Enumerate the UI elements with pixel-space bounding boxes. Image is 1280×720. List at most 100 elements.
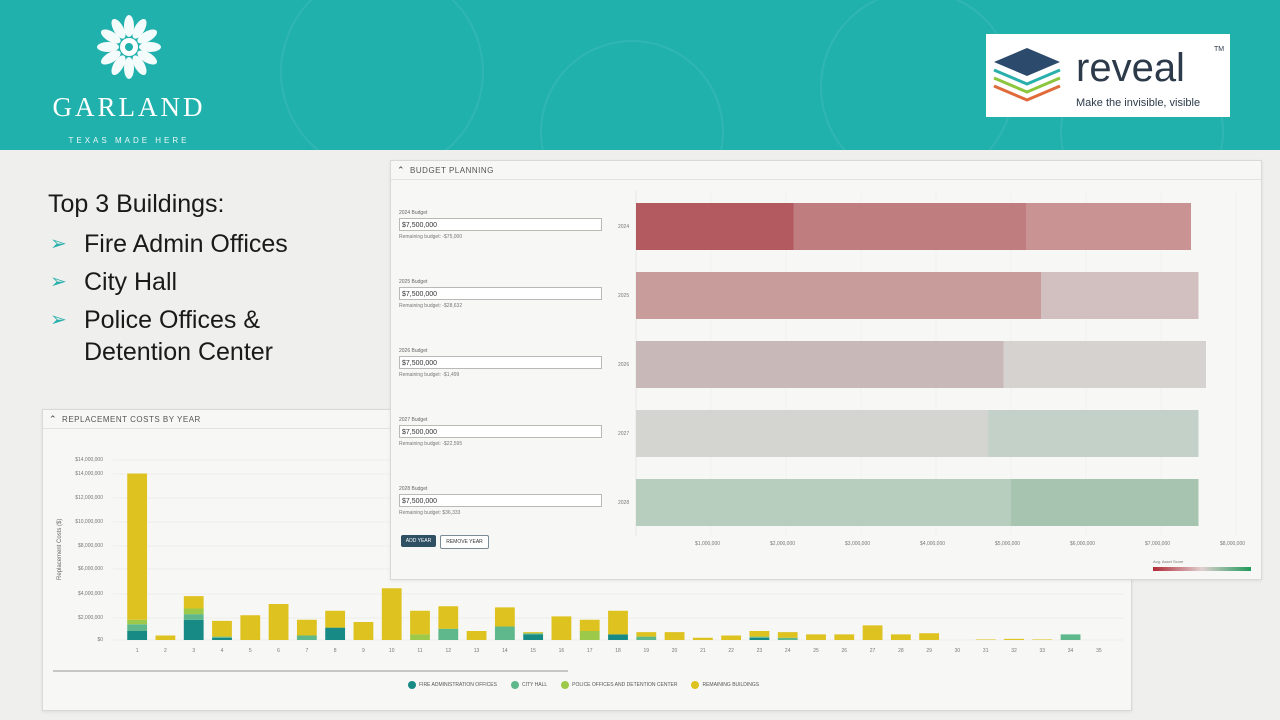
budget-input[interactable]: $7,500,000 <box>399 425 602 438</box>
legend-item[interactable]: CITY HALL <box>510 681 548 689</box>
budget-input[interactable]: $7,500,000 <box>399 494 602 507</box>
budget-bar-segment <box>988 410 1199 457</box>
bar-segment <box>636 636 657 640</box>
emblem-petal <box>97 42 119 52</box>
y-tick-label: $10,000,000 <box>75 519 103 525</box>
budget-input[interactable]: $7,500,000 <box>399 218 602 231</box>
bar-segment <box>494 607 515 627</box>
budget-bar-segment <box>636 272 1041 319</box>
remaining-budget: Remaining budget: $36,333 <box>399 510 461 516</box>
horizontal-scrollbar[interactable] <box>53 670 568 672</box>
x-tick-label: 18 <box>615 648 621 654</box>
x-tick-label: 2 <box>164 648 167 654</box>
y-tick-label: $4,000,000 <box>77 591 103 597</box>
bar-segment <box>410 610 430 635</box>
bar-segment <box>127 473 148 620</box>
bar-segment <box>919 633 940 640</box>
remaining-budget: Remaining budget: -$22,595 <box>399 441 463 447</box>
chevron-up-icon[interactable]: ⌃ <box>49 414 58 424</box>
emblem-petal <box>111 55 126 76</box>
building-list: ➢ Fire Admin Offices ➢ City Hall ➢ Police O… <box>50 228 344 374</box>
emblem-petal <box>124 15 134 37</box>
budget-bar-segment <box>636 479 1011 526</box>
x-tick-label: 12 <box>445 648 452 654</box>
legend-label: CITY HALL <box>521 682 548 688</box>
remaining-budget: Remaining budget: -$28,632 <box>399 303 463 309</box>
emblem-petal <box>137 29 158 44</box>
bar-segment <box>127 624 148 631</box>
bar-segment <box>410 634 430 640</box>
bar-segment <box>523 634 544 640</box>
reveal-trademark: TM <box>1214 46 1225 53</box>
bar-segment <box>1060 634 1081 640</box>
bar-segment <box>212 637 232 640</box>
bar-segment <box>777 632 798 638</box>
legend-swatch <box>561 681 570 689</box>
bar-segment <box>183 608 204 615</box>
building-name: City Hall <box>84 268 178 296</box>
x-tick-label: 29 <box>926 648 932 654</box>
panel-header[interactable]: ⌃ BUDGET PLANNING <box>391 161 1261 180</box>
legend-item[interactable]: POLICE OFFICES AND DETENTION CENTER <box>561 681 677 689</box>
budget-input[interactable]: $7,500,000 <box>399 287 602 300</box>
emblem-petal <box>139 42 161 52</box>
bar-segment <box>551 616 572 640</box>
x-tick-label: $3,000,000 <box>845 541 871 547</box>
bar-segment <box>664 632 685 640</box>
bar-segment <box>183 619 204 640</box>
year-label: 2028 <box>618 500 630 506</box>
budget-label: 2024 Budget <box>399 210 428 216</box>
arrow-bullet-icon: ➢ <box>50 309 67 331</box>
budget-label: 2027 Budget <box>399 417 428 423</box>
bar-segment <box>127 619 148 625</box>
bar-segment <box>692 637 713 640</box>
emblem-petal <box>100 50 121 65</box>
x-tick-label: $1,000,000 <box>695 541 721 547</box>
bar-segment <box>438 606 459 629</box>
remove-year-button[interactable]: REMOVE YEAR <box>440 535 489 549</box>
bar-segment <box>749 636 770 638</box>
budget-bar-segment <box>636 341 1004 388</box>
x-tick-label: 21 <box>700 648 706 654</box>
bar-segment <box>1032 639 1053 640</box>
x-tick-label: 32 <box>1011 648 1017 654</box>
bar-segment <box>721 635 742 640</box>
budget-label: 2028 Budget <box>399 486 428 492</box>
bar-segment <box>862 625 883 640</box>
legend-item[interactable]: FIRE ADMINISTRATION OFFICES <box>408 681 497 689</box>
building-item: ➢ Police Offices & Detention Center <box>50 304 344 368</box>
budget-planning-panel: ⌃ BUDGET PLANNING 2024 Budget $7,500,000 … <box>390 160 1262 580</box>
legend-item[interactable]: REMAINING BUILDINGS <box>691 681 759 689</box>
x-tick-label: 9 <box>362 648 365 654</box>
budget-bar-segment <box>636 410 989 457</box>
x-tick-label: 4 <box>220 648 224 654</box>
budget-bar-segment <box>1026 203 1191 250</box>
x-tick-label: 7 <box>305 648 309 654</box>
legend-swatch <box>691 681 700 689</box>
garland-emblem-icon <box>97 15 161 79</box>
emblem-petal <box>132 55 147 76</box>
x-tick-label: 11 <box>417 648 423 654</box>
legend-swatch <box>408 681 416 689</box>
budget-bar-segment <box>1003 341 1206 388</box>
add-year-button[interactable]: ADD YEAR <box>401 535 436 547</box>
chevron-up-icon[interactable]: ⌃ <box>397 165 406 175</box>
emblem-petal <box>137 50 158 65</box>
x-tick-label: $2,000,000 <box>770 541 796 547</box>
x-tick-label: 30 <box>954 648 961 654</box>
x-tick-label: 25 <box>813 648 819 654</box>
budget-input[interactable]: $7,500,000 <box>399 356 602 369</box>
bar-segment <box>240 615 261 640</box>
x-tick-label: 15 <box>530 648 536 654</box>
emblem-petal <box>124 57 134 79</box>
reveal-tagline: Make the invisible, visible <box>1076 97 1201 109</box>
x-tick-label: 27 <box>869 648 876 654</box>
slide-title: Top 3 Buildings: <box>48 190 225 218</box>
arrow-bullet-icon: ➢ <box>50 233 67 255</box>
bar-segment <box>183 614 204 620</box>
x-tick-label: 6 <box>277 648 280 654</box>
emblem-petal <box>132 18 147 39</box>
bar-segment <box>523 632 544 634</box>
bar-segment <box>834 634 855 640</box>
bar-segment <box>325 627 346 640</box>
